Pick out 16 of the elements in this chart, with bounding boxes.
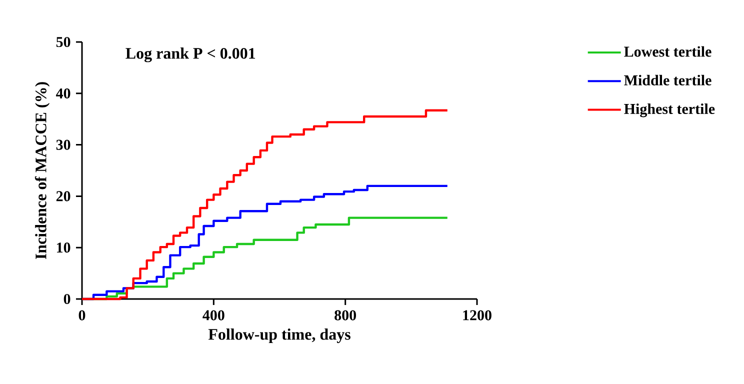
legend-label: Lowest tertile — [624, 46, 712, 57]
y-tick-label: 0 — [64, 294, 70, 304]
x-tick-label: 0 — [78, 310, 86, 320]
annotation: Log rank P < 0.001 — [126, 48, 256, 62]
x-axis-title: Follow-up time, days — [208, 328, 350, 344]
legend-label: Middle tertile — [624, 74, 712, 86]
y-tick-label: 30 — [56, 140, 70, 150]
x-tick-label: 800 — [334, 310, 356, 320]
y-axis-title: Incidence of MACCE (%) — [34, 82, 50, 260]
legend-label: Highest tertile — [624, 103, 715, 118]
x-tick-label: 400 — [202, 310, 224, 320]
y-tick-label: 10 — [57, 242, 70, 253]
y-tick-label: 40 — [56, 88, 70, 98]
x-tick-label: 1200 — [463, 310, 492, 320]
y-tick-label: 50 — [56, 36, 70, 48]
y-tick-label: 20 — [56, 191, 70, 202]
